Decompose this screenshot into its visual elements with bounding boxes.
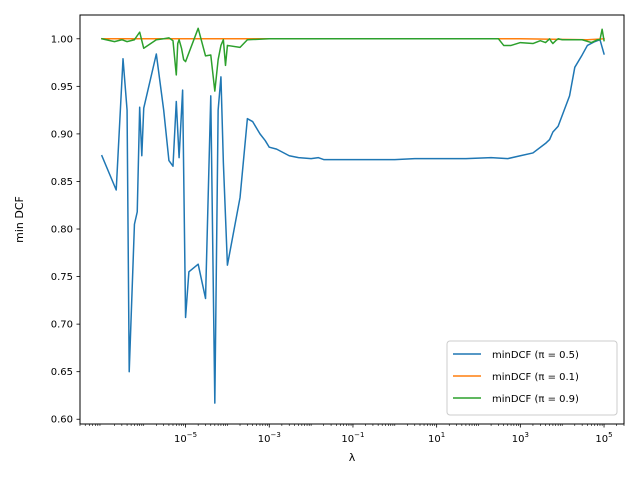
y-axis-label: min DCF	[13, 196, 26, 243]
legend: minDCF (π = 0.5) minDCF (π = 0.1) minDCF…	[446, 340, 618, 416]
y-tick-label: 0.65	[51, 367, 73, 378]
series-line-1	[100, 38, 605, 404]
y-tick-label: 0.60	[51, 415, 73, 426]
x-tick-label: 10−3	[258, 431, 281, 445]
y-tick-label: 1.00	[51, 34, 73, 45]
y-tick-label: 0.95	[51, 82, 73, 93]
x-tick-label: 10−1	[341, 431, 364, 445]
y-tick-label: 0.70	[51, 320, 73, 331]
x-tick-label: 103	[512, 431, 529, 445]
series-line-3	[100, 27, 605, 92]
y-tick-label: 0.85	[51, 177, 73, 188]
x-axis-ticks: 10−5 10−3 10−1 101 103 105	[79, 424, 625, 445]
plot-frame	[79, 14, 625, 425]
y-tick-label: 0.80	[51, 225, 73, 236]
x-axis-label: λ	[349, 451, 356, 464]
legend-label-series-3: minDCF (π = 0.9)	[492, 394, 579, 405]
legend-label-series-2: minDCF (π = 0.1)	[492, 372, 579, 383]
x-tick-label: 101	[428, 431, 445, 445]
y-axis-ticks: 0.60 0.65 0.70 0.75 0.80 0.85 0.90 0.95 1.00	[51, 34, 80, 426]
y-tick-label: 0.90	[51, 129, 73, 140]
x-tick-label: 105	[595, 431, 612, 445]
legend-box	[446, 340, 618, 416]
x-tick-label: 10−5	[174, 431, 197, 445]
y-tick-label: 0.75	[51, 272, 73, 283]
legend-label-series-1: minDCF (π = 0.5)	[492, 350, 579, 361]
plot-lines	[100, 27, 605, 404]
